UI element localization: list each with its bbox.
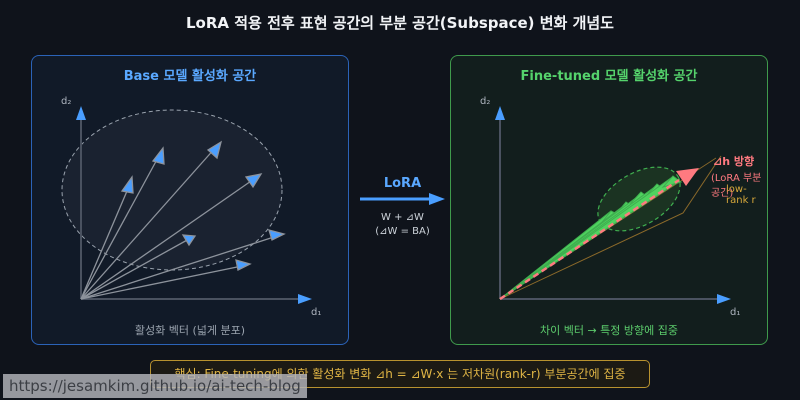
base-y-axis-label: d₂ xyxy=(61,96,72,107)
base-activation-plot xyxy=(61,106,312,304)
y-axis-arrow-icon xyxy=(76,106,86,120)
finetuned-x-axis-label: d₁ xyxy=(730,307,741,318)
blog-url-watermark[interactable]: https://jesamkim.github.io/ai-tech-blog xyxy=(3,374,307,398)
lora-transition: LoRA W + ⊿W (⊿W = BA) xyxy=(355,176,450,239)
finetuned-activation-plot xyxy=(495,106,731,304)
finetuned-panel-caption: 차이 벡터 → 특정 방향에 집중 xyxy=(539,324,679,337)
lora-label: LoRA xyxy=(383,176,422,191)
diagram-title: LoRA 적용 전후 표현 공간의 부분 공간(Subspace) 변화 개념도 xyxy=(186,14,614,32)
finetuned-y-axis-label: d₂ xyxy=(480,96,491,107)
y-axis-arrow-icon xyxy=(495,106,505,120)
transition-arrow-icon xyxy=(360,193,445,205)
x-axis-arrow-icon xyxy=(717,294,731,304)
base-panel-caption: 활성화 벡터 (넓게 분포) xyxy=(134,324,246,337)
lora-formula-detail: (⊿W = BA) xyxy=(375,226,430,237)
lora-formula: W + ⊿W xyxy=(381,212,424,223)
delta-h-subspace-label: (LoRA 부분공간) xyxy=(711,173,762,199)
base-panel-title: Base 모델 활성화 공간 xyxy=(123,69,257,84)
finetuned-model-panel: Fine-tuned 모델 활성화 공간 d₂ d₁ ⊿h 방향 (LoRA 부… xyxy=(450,55,768,345)
delta-h-arrow-icon xyxy=(676,168,699,186)
base-x-axis-label: d₁ xyxy=(311,307,322,318)
low-rank-label: low-rank r xyxy=(726,184,756,206)
finetuned-panel-title: Fine-tuned 모델 활성화 공간 xyxy=(520,69,698,84)
base-model-panel: Base 모델 활성화 공간 d₂ d₁ 활성화 벡터 (넓게 분포) xyxy=(31,55,349,345)
delta-h-label: ⊿h 방향 xyxy=(713,155,755,168)
x-axis-arrow-icon xyxy=(298,294,312,304)
